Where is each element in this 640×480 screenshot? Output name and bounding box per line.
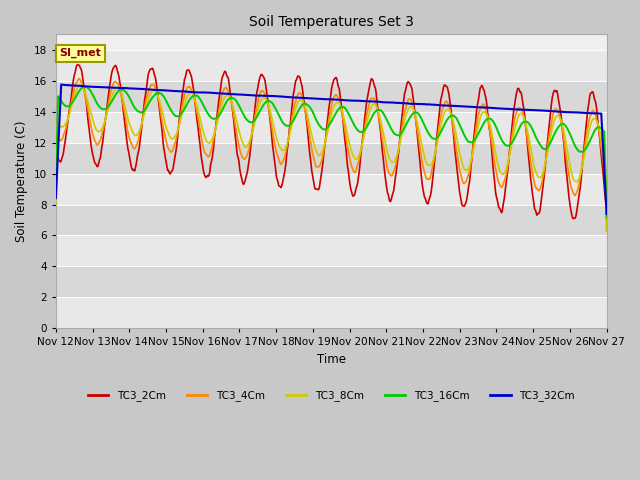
Bar xyxy=(56,298,607,328)
Text: SI_met: SI_met xyxy=(60,48,101,58)
Y-axis label: Soil Temperature (C): Soil Temperature (C) xyxy=(15,120,28,242)
Bar xyxy=(56,50,607,81)
Bar xyxy=(56,204,607,236)
Bar xyxy=(56,266,607,298)
Legend: TC3_2Cm, TC3_4Cm, TC3_8Cm, TC3_16Cm, TC3_32Cm: TC3_2Cm, TC3_4Cm, TC3_8Cm, TC3_16Cm, TC3… xyxy=(83,386,579,406)
X-axis label: Time: Time xyxy=(317,353,346,366)
Bar xyxy=(56,236,607,266)
Bar xyxy=(56,112,607,143)
Title: Soil Temperatures Set 3: Soil Temperatures Set 3 xyxy=(249,15,413,29)
Bar xyxy=(56,174,607,204)
Bar xyxy=(56,143,607,174)
Bar xyxy=(56,81,607,112)
